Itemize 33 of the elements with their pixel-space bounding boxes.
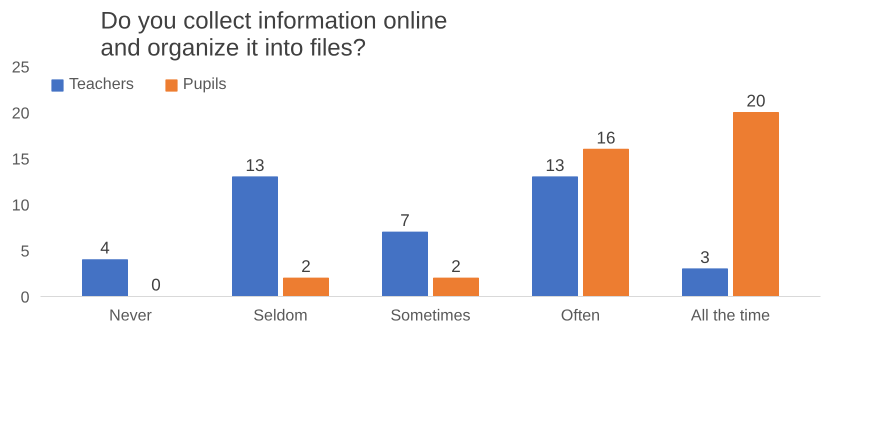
x-tick-label: All the time (690, 308, 770, 324)
x-tick-label: Often (560, 308, 600, 324)
bar (283, 278, 329, 296)
data-label: 13 (546, 156, 564, 175)
legend-label: Pupils (182, 76, 226, 94)
chart-title: Do you collect information online and organize it into files? (100, 8, 448, 62)
y-tick-label: 5 (20, 244, 30, 260)
data-label: 2 (301, 257, 311, 276)
y-tick-label: 20 (12, 106, 30, 122)
bar (433, 278, 479, 296)
legend-label: Teachers (69, 76, 134, 94)
y-tick-label: 15 (12, 152, 30, 168)
data-label: 20 (746, 92, 766, 110)
y-tick-label: 10 (12, 198, 30, 214)
data-label: 13 (246, 156, 264, 175)
data-label: 3 (700, 248, 710, 267)
bar (682, 268, 728, 296)
x-tick-label: Sometimes (390, 308, 471, 324)
data-label: 0 (151, 276, 161, 294)
bar (583, 148, 629, 296)
data-label: 16 (596, 128, 616, 148)
data-label: 4 (100, 238, 110, 258)
data-label: 7 (400, 211, 410, 230)
bar (532, 176, 578, 296)
bar (82, 259, 128, 296)
y-tick-label: 0 (20, 290, 30, 306)
bar (733, 112, 779, 296)
y-tick-label: 25 (12, 60, 30, 76)
bar (382, 232, 428, 296)
bar (232, 176, 278, 296)
x-tick-label: Seldom (253, 308, 308, 324)
data-label: 2 (451, 257, 461, 276)
x-tick-label: Never (109, 308, 153, 324)
